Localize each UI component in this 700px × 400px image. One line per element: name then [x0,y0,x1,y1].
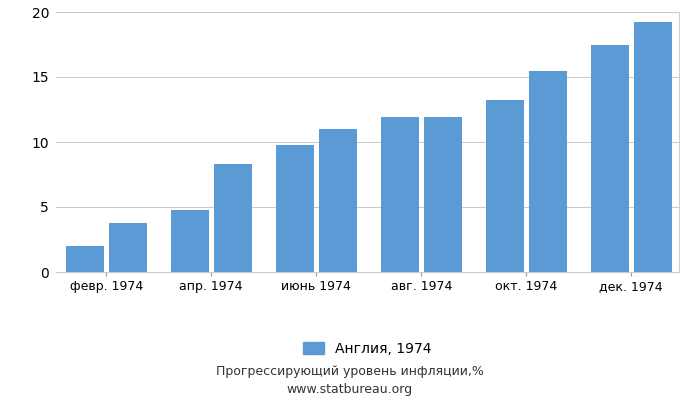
Bar [528,70,567,272]
Bar [424,117,462,272]
Bar [591,44,629,272]
Text: www.statbureau.org: www.statbureau.org [287,384,413,396]
Bar [486,100,524,272]
Bar [276,144,314,272]
Bar [318,129,357,272]
Bar [381,117,419,272]
Text: Прогрессирующий уровень инфляции,%: Прогрессирующий уровень инфляции,% [216,366,484,378]
Bar [634,22,672,272]
Bar [108,222,147,272]
Bar [66,246,104,272]
Bar [171,210,209,272]
Legend: Англия, 1974: Англия, 1974 [298,336,438,361]
Bar [214,164,252,272]
